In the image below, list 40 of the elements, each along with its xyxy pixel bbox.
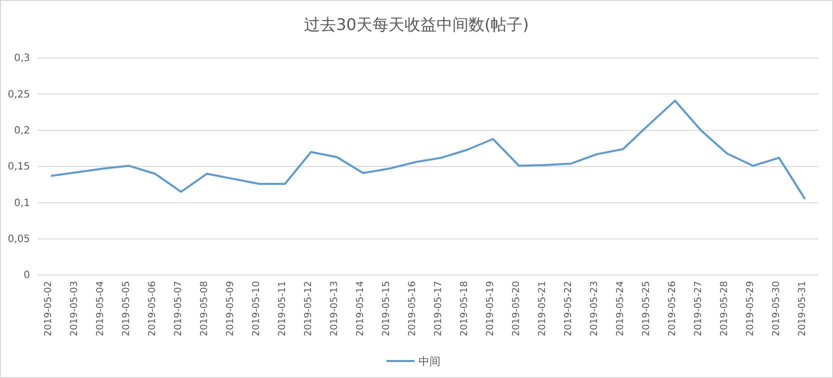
x-tick-label: 2019-05-29 (745, 281, 756, 336)
x-tick-label: 2019-05-07 (173, 281, 184, 336)
x-tick-label: 2019-05-14 (355, 281, 366, 336)
x-tick-label: 2019-05-10 (251, 281, 262, 336)
x-tick-label: 2019-05-31 (797, 281, 808, 336)
y-tick-label: 0 (24, 270, 30, 282)
x-tick-label: 2019-05-28 (719, 281, 730, 336)
x-tick-label: 2019-05-26 (667, 281, 678, 336)
x-tick-label: 2019-05-09 (225, 281, 236, 336)
x-tick-label: 2019-05-16 (407, 281, 418, 336)
x-tick-label: 2019-05-06 (147, 281, 158, 336)
x-tick-label: 2019-05-30 (771, 281, 782, 336)
y-tick-label: 0,1 (14, 198, 30, 209)
x-tick-label: 2019-05-25 (641, 281, 652, 336)
x-tick-label: 2019-05-20 (511, 281, 522, 336)
y-tick-label: 0,15 (8, 162, 30, 173)
x-tick-label: 2019-05-13 (329, 281, 340, 336)
x-tick-label: 2019-05-15 (381, 281, 392, 336)
x-tick-label: 2019-05-08 (199, 281, 210, 336)
x-tick-label: 2019-05-18 (459, 281, 470, 336)
x-tick-label: 2019-05-11 (277, 281, 288, 336)
x-tick-label: 2019-05-21 (537, 281, 548, 336)
x-tick-label: 2019-05-27 (693, 281, 704, 336)
x-tick-label: 2019-05-05 (121, 281, 132, 336)
x-tick-label: 2019-05-24 (615, 281, 626, 336)
x-tick-label: 2019-05-12 (303, 281, 314, 336)
chart-title: 过去30天每天收益中间数(帖子) (304, 15, 529, 34)
y-tick-label: 0,05 (8, 234, 30, 246)
y-tick-label: 0,3 (14, 53, 30, 64)
x-tick-label: 2019-05-04 (95, 281, 106, 336)
y-tick-label: 0,2 (14, 126, 30, 137)
line-series (50, 100, 806, 200)
x-tick-label: 2019-05-23 (589, 281, 600, 336)
x-tick-label: 2019-05-19 (485, 281, 496, 336)
x-tick-label: 2019-05-22 (563, 281, 574, 336)
legend-label: 中间 (418, 355, 440, 368)
x-tick-label: 2019-05-17 (433, 281, 444, 336)
x-tick-label: 2019-05-02 (43, 281, 54, 336)
y-tick-label: 0,25 (8, 89, 30, 100)
x-tick-label: 2019-05-03 (69, 281, 80, 336)
